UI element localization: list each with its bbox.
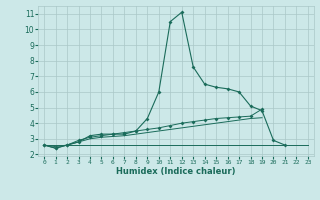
X-axis label: Humidex (Indice chaleur): Humidex (Indice chaleur) (116, 167, 236, 176)
